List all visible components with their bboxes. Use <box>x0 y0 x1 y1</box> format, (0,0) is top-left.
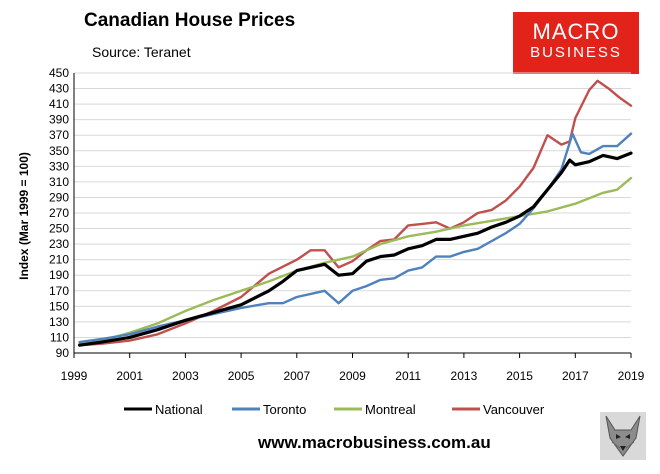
y-tick-250: 250 <box>49 222 69 236</box>
x-tick-2009: 2009 <box>339 369 366 383</box>
x-tick-2007: 2007 <box>283 369 310 383</box>
y-tick-410: 410 <box>49 97 69 111</box>
y-tick-390: 390 <box>49 113 69 127</box>
x-tick-2003: 2003 <box>172 369 199 383</box>
legend-label-vancouver: Vancouver <box>483 402 545 417</box>
y-tick-290: 290 <box>49 190 69 204</box>
logo-line-2: BUSINESS <box>530 44 622 61</box>
legend-label-toronto: Toronto <box>263 402 306 417</box>
series-lines <box>77 79 633 347</box>
x-tick-2013: 2013 <box>451 369 478 383</box>
y-axis-label: Index (Mar 1999 = 100) <box>17 152 31 280</box>
series-line-montreal <box>78 176 633 345</box>
x-tick-1999: 1999 <box>61 369 88 383</box>
grid-lines <box>73 72 632 358</box>
x-tick-labels: 1999 2001 2003 2005 2007 2009 2011 2013 2015 2017… <box>61 369 645 383</box>
y-tick-150: 150 <box>49 299 69 313</box>
y-tick-450: 450 <box>49 66 69 80</box>
y-tick-90: 90 <box>56 346 70 360</box>
y-tick-210: 210 <box>49 253 69 267</box>
y-tick-310: 310 <box>49 175 69 189</box>
y-tick-130: 130 <box>49 315 69 329</box>
x-tick-2001: 2001 <box>116 369 143 383</box>
chart-subtitle: Source: Teranet <box>92 44 191 60</box>
footer-url[interactable]: www.macrobusiness.com.au <box>258 433 491 452</box>
legend: National Toronto Montreal Vancouver <box>124 402 545 417</box>
x-tick-2011: 2011 <box>395 369 421 383</box>
x-tick-2019: 2019 <box>618 369 645 383</box>
x-tick-2017: 2017 <box>562 369 589 383</box>
logo-line-1: MACRO <box>532 19 620 44</box>
y-tick-110: 110 <box>50 330 69 344</box>
chart-title: Canadian House Prices <box>84 10 296 31</box>
legend-label-montreal: Montreal <box>365 402 416 417</box>
y-tick-350: 350 <box>49 144 69 158</box>
macrobusiness-logo: MACRO BUSINESS <box>513 12 639 74</box>
y-tick-430: 430 <box>49 82 69 96</box>
x-tick-2005: 2005 <box>228 369 255 383</box>
y-tick-330: 330 <box>49 159 69 173</box>
series-line-national <box>77 151 633 347</box>
y-tick-170: 170 <box>49 284 69 298</box>
legend-label-national: National <box>155 402 203 417</box>
y-tick-230: 230 <box>49 237 69 251</box>
y-tick-370: 370 <box>49 128 69 142</box>
x-tick-2015: 2015 <box>506 369 533 383</box>
y-tick-270: 270 <box>49 206 69 220</box>
series-line-toronto <box>78 132 633 344</box>
y-tick-190: 190 <box>49 268 69 282</box>
wolf-logo-icon <box>600 412 646 460</box>
